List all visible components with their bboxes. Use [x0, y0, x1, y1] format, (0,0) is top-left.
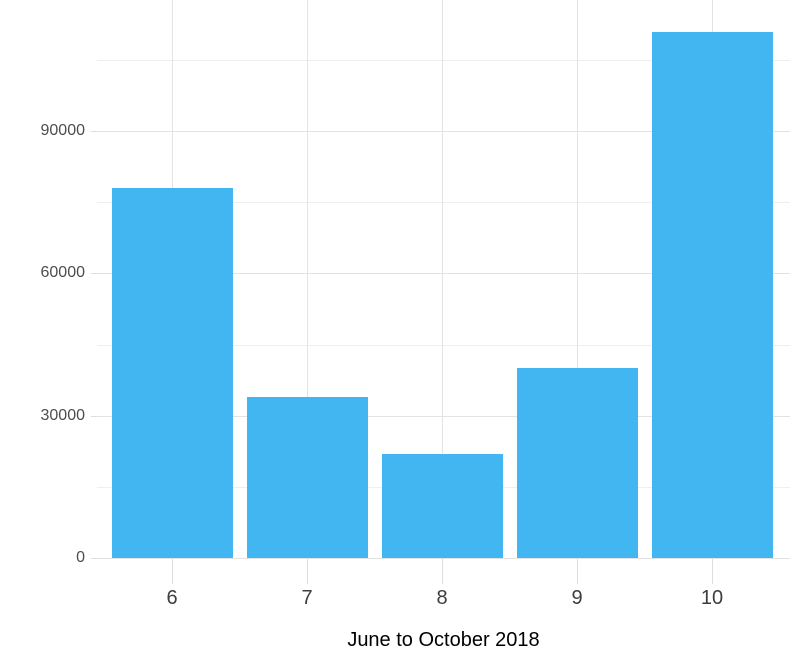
x-axis-tick — [442, 559, 443, 584]
y-axis-tick — [91, 558, 97, 559]
bar-9 — [517, 368, 638, 558]
bar-6 — [112, 188, 233, 558]
bar-10 — [652, 32, 773, 558]
x-axis-tick — [172, 559, 173, 584]
gridline-minor — [97, 60, 790, 61]
y-axis-tick — [91, 273, 97, 274]
y-tick-label: 60000 — [40, 264, 86, 281]
x-axis-tick — [307, 559, 308, 584]
x-tick-label: 8 — [436, 587, 448, 609]
gridline-major — [97, 416, 790, 417]
x-tick-label: 6 — [166, 587, 178, 609]
x-axis-tick — [577, 559, 578, 584]
bar-8 — [382, 454, 503, 558]
bar-7 — [247, 397, 368, 558]
y-axis-tick — [91, 131, 97, 132]
y-tick-label: 90000 — [40, 122, 86, 139]
gridline-vertical — [307, 0, 308, 558]
x-tick-label: 10 — [700, 587, 724, 609]
y-tick-label: 0 — [76, 549, 85, 566]
x-axis-title: June to October 2018 — [347, 629, 540, 651]
x-axis-tick — [712, 559, 713, 584]
gridline-vertical — [442, 0, 443, 558]
x-tick-label: 9 — [571, 587, 583, 609]
gridline-vertical — [577, 0, 578, 558]
y-tick-label: 30000 — [40, 407, 86, 424]
gridline-minor — [97, 345, 790, 346]
gridline-major — [97, 273, 790, 274]
gridline-major — [97, 558, 790, 559]
y-axis-tick — [91, 416, 97, 417]
gridline-minor — [97, 202, 790, 203]
gridline-major — [97, 131, 790, 132]
x-tick-label: 7 — [301, 587, 313, 609]
